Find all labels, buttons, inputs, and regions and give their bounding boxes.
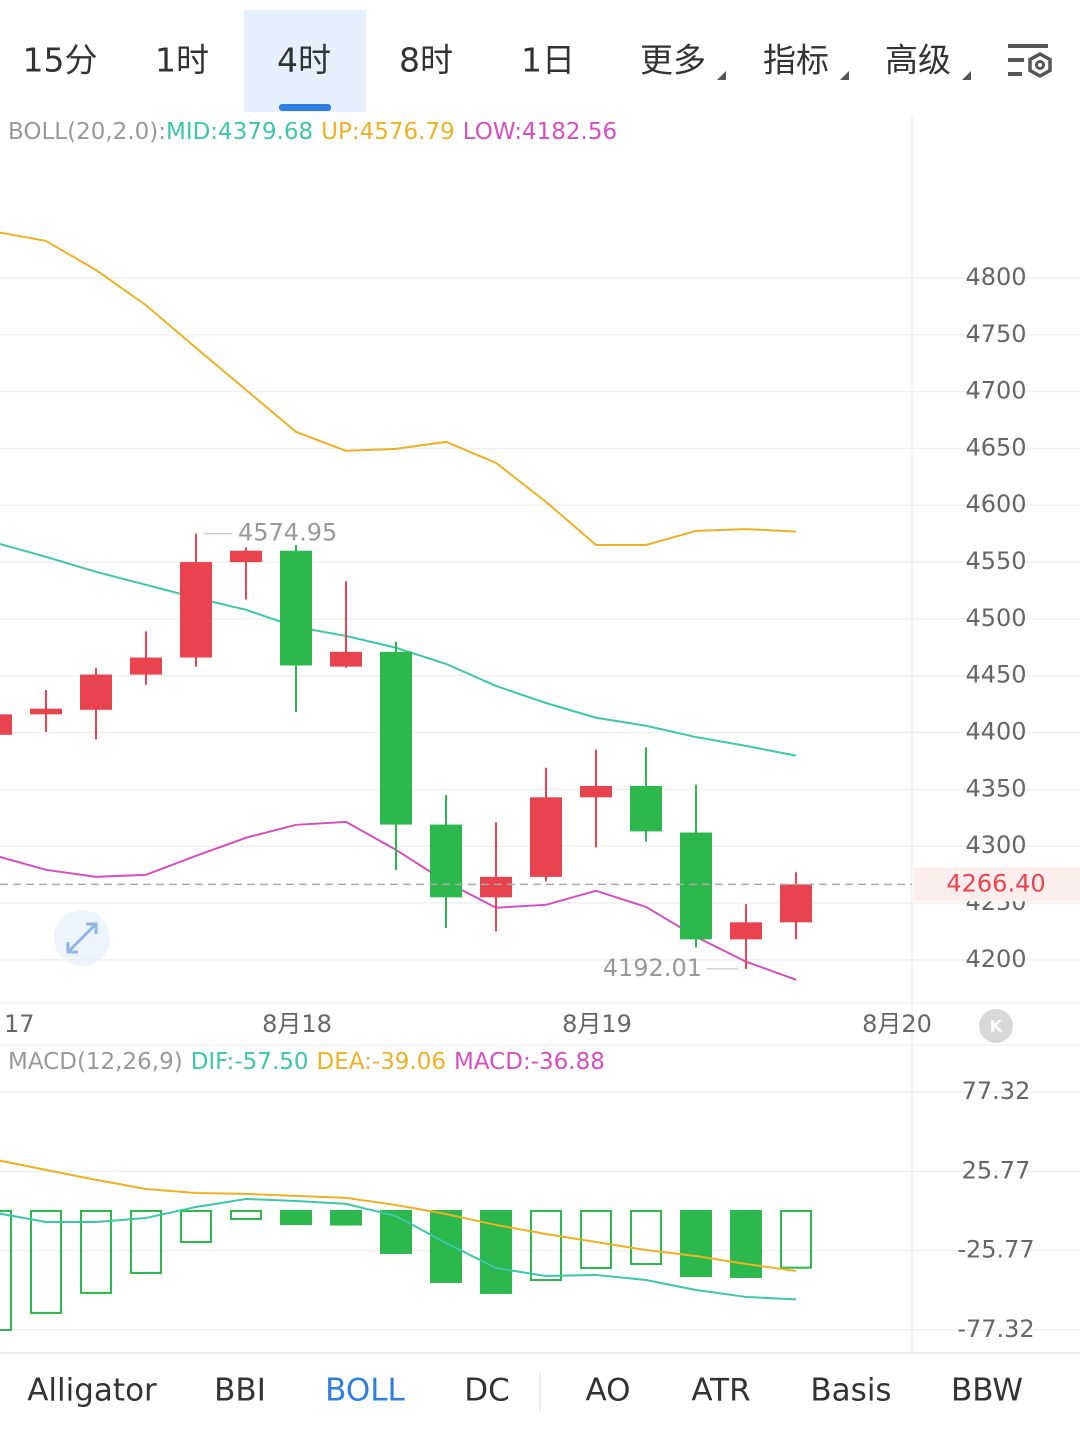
candle-body [280,550,312,666]
macd-bar [230,1209,262,1220]
y-tick-label: 4350 [965,774,1026,802]
macd-bar [0,1209,12,1332]
y-tick-label: -77.32 [957,1315,1034,1343]
macd-bar [530,1209,562,1282]
macd-bar [430,1209,462,1284]
candle-body [780,884,812,923]
y-tick-label: 77.32 [962,1077,1031,1105]
active-tab-bg [244,10,366,112]
timeframe-tab[interactable]: 1日 [521,41,575,80]
indicator-line [0,1197,797,1301]
dropdown-caret [717,71,726,80]
dropdown-caret [840,71,849,80]
legend-entry: MACD:-36.88 [454,1049,605,1075]
candle-body [180,562,212,658]
indicator-header: BOLL(20,2.0):MID:4379.68 UP:4576.79 LOW:41… [8,119,617,145]
y-tick-label: 4550 [965,547,1026,575]
macd-bar [280,1209,312,1226]
expand-button[interactable] [54,910,110,966]
y-tick-label: 4700 [965,377,1026,405]
macd-bar [80,1209,112,1294]
x-tick-label: 8月18 [262,1010,332,1038]
macd-bar [680,1209,712,1278]
y-tick-label: 4800 [965,263,1026,291]
y-tick-label: 25.77 [962,1156,1031,1184]
x-tick-label: 8月20 [862,1010,932,1038]
y-tick-label: 4750 [965,320,1026,348]
candle-body [680,832,712,940]
indicator-tab[interactable]: Alligator [27,1373,157,1409]
indicator-tab[interactable]: BBW [951,1373,1023,1409]
timeframe-tab[interactable]: 1时 [155,41,209,80]
legend-entry: DIF:-57.50 [191,1049,309,1075]
candle-body [330,651,362,667]
legend-entry: LOW:4182.56 [463,119,617,145]
candle-body [380,651,412,825]
menu-tab[interactable]: 高级 [885,41,951,80]
macd-bar [130,1209,162,1274]
dropdown-caret [962,71,971,80]
timeframe-tab[interactable]: 4时 [277,41,331,80]
x-tick-label: 17 [4,1010,35,1038]
candle-body [80,674,112,710]
menu-tab[interactable]: 指标 [763,41,829,80]
x-tick-label: 8月19 [562,1010,632,1038]
indicator-label: BOLL(20,2.0): [8,119,166,145]
last-price-label: 4266.40 [946,869,1045,897]
macd-bar [30,1209,62,1314]
y-tick-label: 4500 [965,604,1026,632]
y-tick-label: 4450 [965,661,1026,689]
y-tick-label: 4400 [965,718,1026,746]
candle-body [480,876,512,898]
y-tick-label: -25.77 [957,1236,1034,1264]
legend-entry: DEA:-39.06 [317,1049,446,1075]
candle-body [630,785,662,832]
last-price-box [914,867,1080,902]
active-tab-underline [279,104,331,111]
y-tick-label: 4600 [965,490,1026,518]
timeframe-tab[interactable]: 8时 [399,41,453,80]
candle-body [0,714,12,735]
candle-body [530,797,562,877]
candle-body [580,785,612,798]
macd-bar [730,1209,762,1278]
candle-body [430,824,462,898]
indicator-tab[interactable]: DC [464,1373,510,1409]
macd-bar [780,1209,812,1269]
plot-area: 4574.95 4192.01 [0,231,812,982]
y-tick-label: 4300 [965,831,1026,859]
min-label: 4192.01 [603,954,702,982]
menu-tab[interactable]: 更多 [640,41,706,80]
plot-area [0,1159,812,1332]
indicator-line [0,231,797,547]
macd-bar [180,1209,212,1244]
max-label: 4574.95 [238,519,337,547]
macd-bar [380,1209,412,1254]
indicator-tab[interactable]: BOLL [325,1373,405,1409]
indicator-header: MACD(12,26,9) DIF:-57.50 DEA:-39.06 MACD:-3… [8,1049,605,1075]
macd-bar [330,1209,362,1226]
candle-body [730,922,762,940]
scroll-latest-button[interactable]: K [979,1009,1013,1043]
macd-bar [630,1209,662,1266]
svg-text:K: K [990,1017,1003,1036]
indicator-tab[interactable]: AO [585,1373,630,1409]
indicator-label: MACD(12,26,9) [8,1049,183,1075]
legend-entry: UP:4576.79 [321,119,455,145]
legend-entry: MID:4379.68 [166,119,313,145]
settings-icon[interactable] [1008,44,1052,78]
candle-body [230,550,262,563]
indicator-tab[interactable]: Basis [810,1373,891,1409]
y-tick-label: 4650 [965,433,1026,461]
timeframe-tab[interactable]: 15分 [23,41,98,80]
indicator-tab[interactable]: ATR [691,1373,750,1409]
y-tick-label: 4200 [965,945,1026,973]
indicator-tab[interactable]: BBI [214,1373,266,1409]
indicator-line [0,1159,797,1273]
candle-body [130,657,162,675]
candle-body [30,708,62,715]
